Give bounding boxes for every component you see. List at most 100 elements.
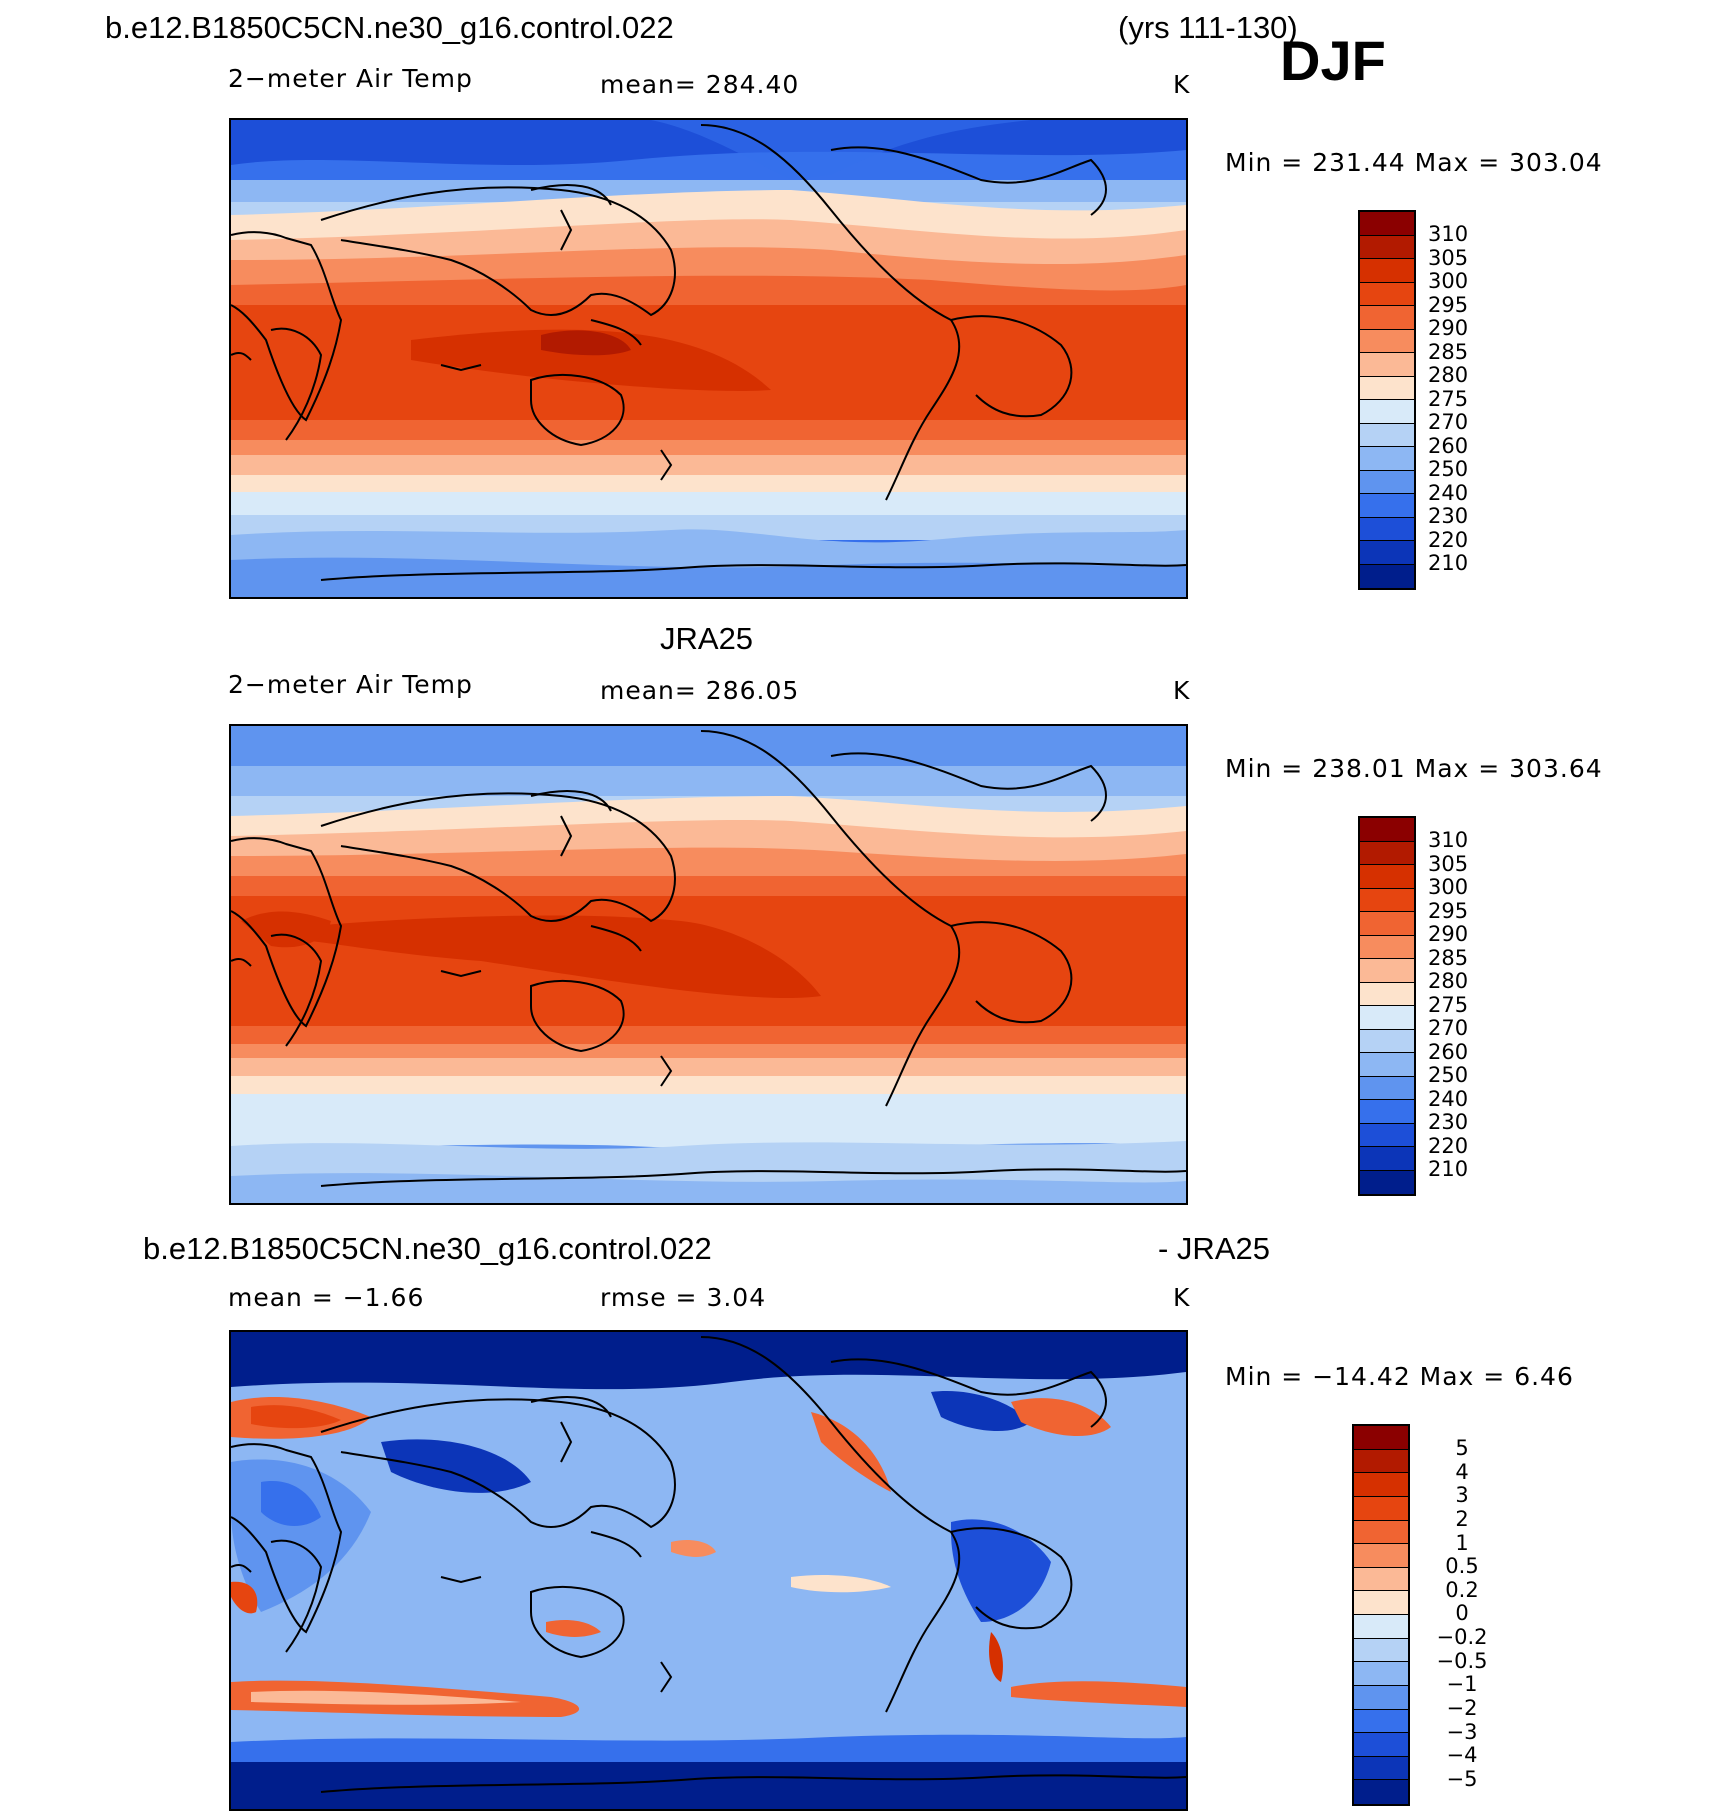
colorbar-tick-label: 275 [1428,386,1469,411]
colorbar-tick-label: 210 [1428,551,1469,575]
colorbar-swatch [1354,1496,1408,1521]
panel1-variable: 2−meter Air Temp [228,64,473,93]
colorbar-swatch [1354,1591,1408,1615]
colorbar-swatch [1360,259,1414,283]
colorbar-tick-label: 280 [1428,363,1469,387]
colorbar-swatch [1360,935,1414,959]
colorbar-tick-label: 290 [1428,316,1469,340]
colorbar-tick-label: 290 [1428,922,1469,946]
years-label: (yrs 111-130) [1118,10,1298,45]
map-jra25-temperature [229,724,1188,1205]
colorbar-tick-label: 295 [1428,292,1469,317]
colorbar-swatch [1354,1544,1408,1568]
colorbar-swatch [1360,912,1414,936]
colorbar-swatch [1360,470,1414,494]
colorbar-tick-label: 280 [1428,969,1469,993]
colorbar-tick-label: 4 [1455,1459,1469,1484]
panel3-units: K [1173,1283,1191,1312]
panel3-title-right: - JRA25 [1158,1231,1270,1266]
colorbar-tick-label: 240 [1428,1086,1469,1111]
colorbar-tick-label: −0.5 [1436,1648,1488,1673]
panel2-units: K [1173,676,1191,705]
colorbar-swatch [1354,1638,1408,1663]
map-model-temperature [229,118,1188,599]
panel1-minmax: Min = 231.44 Max = 303.04 [1225,148,1603,177]
panel2-mean: mean= 286.05 [600,676,800,705]
colorbar-tick-label: −5 [1446,1766,1478,1791]
colorbar-swatch [1360,212,1414,236]
colorbar-tick-label: 210 [1428,1157,1469,1181]
colorbar-tick-label: 220 [1428,1133,1469,1158]
colorbar-swatch [1360,1006,1414,1030]
case-title: b.e12.B1850C5CN.ne30_g16.control.022 [105,10,674,45]
colorbar-tick-label: 3 [1455,1483,1469,1508]
colorbar-tick-label: 300 [1428,875,1469,899]
colorbar-swatch [1360,1123,1414,1147]
colorbar-swatch [1360,329,1414,353]
colorbar-tick-label: 285 [1428,339,1469,364]
colorbar-swatch [1354,1662,1408,1686]
colorbar-swatch [1360,1147,1414,1171]
colorbar-tick-label: 275 [1428,992,1469,1017]
colorbar-swatch [1360,494,1414,518]
colorbar-swatch [1360,959,1414,983]
colorbar-tick-label: 285 [1428,945,1469,970]
colorbar-swatch [1360,423,1414,447]
colorbar-swatch [1354,1567,1408,1592]
colorbar-tick-label: 230 [1428,1110,1469,1134]
panel3-mean: mean = −1.66 [228,1283,425,1312]
colorbar-model-labels: 310 305 300 295 290 285 280 275 270 260 250 240 230 2… [1428,222,1469,576]
panel2-minmax: Min = 238.01 Max = 303.64 [1225,754,1603,783]
colorbar-jra25 [1358,816,1416,1196]
colorbar-swatch [1360,818,1414,842]
colorbar-tick-label: 230 [1428,504,1469,528]
colorbar-tick-label: 1 [1455,1530,1469,1555]
colorbar-swatch [1354,1780,1408,1804]
colorbar-swatch [1354,1709,1408,1734]
colorbar-jra25-labels: 310 305 300 295 290 285 280 275 270 260 250 240 230 2… [1428,828,1469,1182]
colorbar-tick-label: 295 [1428,898,1469,923]
panel2-title: JRA25 [660,621,754,656]
colorbar-swatch [1360,282,1414,306]
panel1-mean: mean= 284.40 [600,70,800,99]
colorbar-tick-label: 240 [1428,480,1469,505]
colorbar-tick-label: 250 [1428,1063,1469,1087]
colorbar-tick-label: 300 [1428,269,1469,293]
colorbar-swatch [1360,1076,1414,1100]
colorbar-swatch [1360,353,1414,377]
colorbar-tick-label: 220 [1428,527,1469,552]
colorbar-tick-label: 5 [1455,1436,1469,1460]
colorbar-tick-label: 250 [1428,457,1469,481]
colorbar-tick-label: 305 [1428,245,1469,270]
colorbar-difference [1352,1424,1410,1806]
panel3-rmse: rmse = 3.04 [600,1283,767,1312]
colorbar-tick-label: 2 [1455,1506,1469,1531]
colorbar-tick-label: 310 [1428,828,1469,852]
colorbar-tick-label: 310 [1428,222,1469,246]
panel2-variable: 2−meter Air Temp [228,670,473,699]
colorbar-swatch [1360,564,1414,588]
colorbar-swatch [1360,306,1414,330]
colorbar-model [1358,210,1416,590]
colorbar-swatch [1360,1053,1414,1077]
colorbar-swatch [1354,1615,1408,1639]
colorbar-tick-label: 270 [1428,1016,1469,1040]
colorbar-swatch [1354,1733,1408,1757]
colorbar-swatch [1354,1520,1408,1545]
colorbar-swatch [1354,1685,1408,1710]
colorbar-swatch [1354,1756,1408,1781]
colorbar-tick-label: −4 [1446,1743,1478,1768]
colorbar-swatch [1360,1029,1414,1053]
colorbar-swatch [1354,1426,1408,1450]
colorbar-tick-label: 260 [1428,433,1469,458]
colorbar-tick-label: −3 [1446,1719,1478,1744]
colorbar-swatch [1360,235,1414,259]
colorbar-tick-label: 0.2 [1445,1577,1479,1602]
colorbar-tick-label: 305 [1428,851,1469,876]
colorbar-swatch [1360,865,1414,889]
colorbar-tick-label: 0 [1455,1601,1469,1626]
colorbar-swatch [1354,1449,1408,1474]
colorbar-difference-labels: 5 4 3 2 1 0.5 0.2 0 −0.2 −0.5 −1 −2 −3 −4 −5 [1422,1436,1502,1791]
colorbar-swatch [1354,1473,1408,1497]
colorbar-swatch [1360,376,1414,400]
